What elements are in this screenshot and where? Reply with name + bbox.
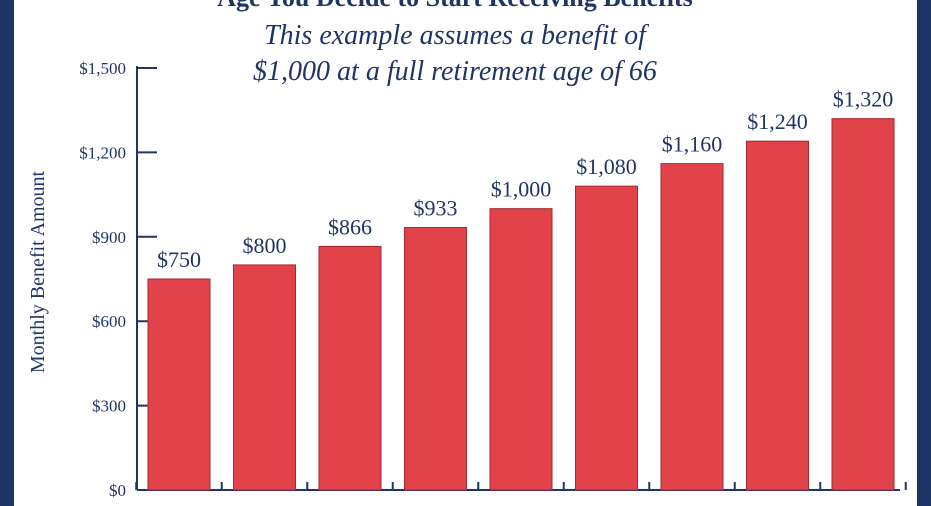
y-tick-label: $900 [92, 228, 126, 247]
x-tick-label: 65 [425, 502, 447, 506]
y-axis-label: Monthly Benefit Amount [27, 170, 49, 373]
bar [318, 245, 382, 491]
value-label: $1,000 [491, 177, 552, 202]
y-tick-label: $1,500 [79, 59, 126, 78]
value-label: $800 [243, 233, 287, 258]
y-tick-label: $600 [92, 312, 126, 331]
chart-subtitle: $1,000 at a full retirement age of 66 [253, 56, 657, 87]
frame-right [917, 0, 931, 506]
value-label: $1,080 [576, 154, 637, 179]
value-label: $1,240 [747, 109, 808, 134]
value-label: $750 [157, 247, 201, 272]
x-tick-label: 69 [767, 502, 789, 506]
x-tick-label: 62 [168, 502, 190, 506]
frame-left [0, 0, 14, 506]
bar [233, 264, 296, 491]
chart-subtitle: This example assumes a benefit of [264, 20, 649, 51]
x-tick-label: 68 [681, 502, 703, 506]
chart-title: Age You Decide to Start Receiving Benefi… [217, 0, 693, 12]
value-label: $933 [414, 196, 458, 221]
bar [575, 185, 638, 491]
bar [746, 140, 809, 491]
bar [147, 278, 211, 491]
x-tick-label: 70 [852, 502, 874, 506]
y-tick-label: $300 [92, 397, 126, 416]
x-tick-label: 64 [339, 502, 361, 506]
y-tick-label: $0 [109, 481, 126, 500]
bar [831, 118, 895, 491]
bar [489, 208, 553, 491]
value-label: $866 [328, 214, 372, 239]
bar [404, 227, 467, 491]
x-tick-label: 66 [510, 502, 532, 506]
bar [660, 163, 724, 491]
x-tick-label: 67 [596, 502, 618, 506]
y-tick-label: $1,200 [79, 143, 126, 162]
value-label: $1,160 [662, 132, 723, 157]
x-tick-label: 63 [254, 502, 276, 506]
value-label: $1,320 [833, 87, 894, 112]
